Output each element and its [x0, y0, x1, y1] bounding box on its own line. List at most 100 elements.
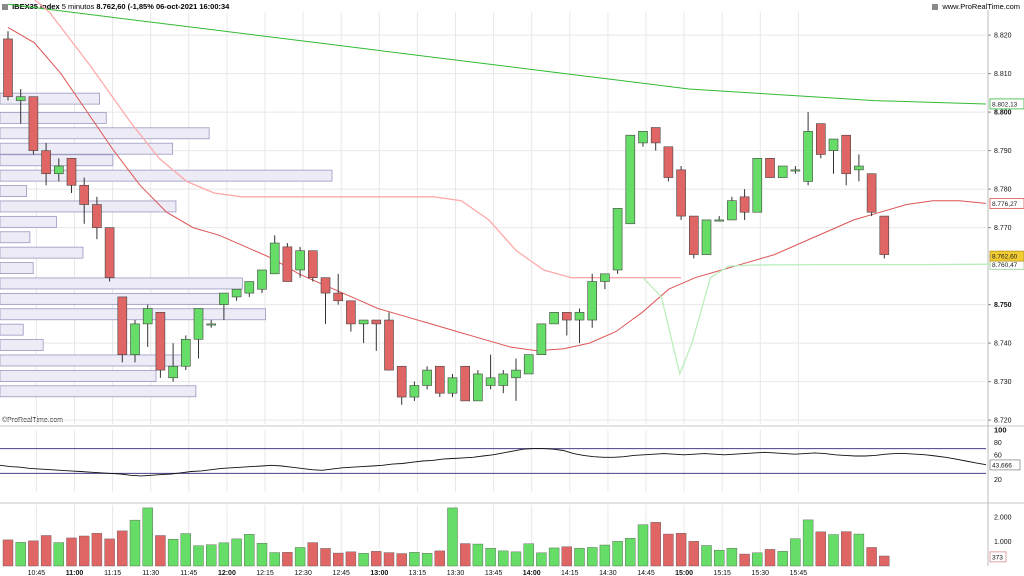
volume-bar	[142, 507, 153, 567]
candle-up[interactable]	[727, 200, 737, 221]
candle-down[interactable]	[117, 296, 128, 355]
candle-down[interactable]	[815, 123, 826, 155]
candle-up[interactable]	[574, 312, 585, 321]
candle-down[interactable]	[676, 169, 686, 217]
volume-bar	[282, 552, 293, 567]
candle-up[interactable]	[803, 131, 813, 182]
volume-bar	[180, 533, 192, 567]
volume-bar	[726, 547, 738, 567]
candle-up[interactable]	[777, 165, 788, 178]
candle-up[interactable]	[142, 308, 153, 325]
volume-bar	[40, 535, 52, 567]
candle-down[interactable]	[92, 204, 102, 228]
candle-up[interactable]	[790, 169, 801, 172]
oscillator-tick-label: 100	[994, 426, 1007, 435]
candle-up[interactable]	[587, 281, 598, 321]
candle-up[interactable]	[244, 281, 255, 294]
candle-down[interactable]	[28, 96, 39, 151]
candle-down[interactable]	[396, 365, 407, 398]
candle-up[interactable]	[409, 385, 420, 398]
candle-up[interactable]	[536, 323, 547, 355]
candle-up[interactable]	[625, 134, 636, 225]
candle-down[interactable]	[307, 250, 318, 278]
volume-bar	[421, 553, 433, 567]
volume-bar	[790, 538, 801, 567]
candle-down[interactable]	[41, 150, 51, 175]
volume-tick-label: 2.000	[994, 515, 1012, 522]
candle-up[interactable]	[511, 369, 521, 379]
candle-down[interactable]	[688, 215, 699, 255]
candle-up[interactable]	[295, 250, 305, 271]
candle-up[interactable]	[257, 269, 267, 290]
y-tick-label: 8.720	[994, 418, 1012, 425]
volume-bar	[663, 533, 674, 567]
y-tick-label: 8.730	[994, 379, 1012, 386]
candle-up[interactable]	[231, 288, 242, 298]
volume-bar	[117, 530, 128, 567]
candle-down[interactable]	[650, 127, 661, 144]
candle-down[interactable]	[79, 184, 89, 205]
volume-bar	[218, 542, 230, 567]
candle-up[interactable]	[358, 319, 369, 325]
candle-up[interactable]	[269, 242, 280, 275]
candle-up[interactable]	[168, 365, 178, 379]
candle-up[interactable]	[600, 273, 610, 282]
candle-up[interactable]	[422, 369, 432, 386]
candle-down[interactable]	[765, 158, 775, 178]
candle-up[interactable]	[206, 323, 216, 326]
candle-up[interactable]	[498, 373, 509, 386]
candle-up[interactable]	[714, 219, 725, 222]
candle-up[interactable]	[638, 131, 648, 144]
volume-bar	[155, 535, 166, 567]
volume-profile-bar	[0, 185, 27, 197]
candle-down[interactable]	[66, 158, 77, 186]
candle-down[interactable]	[561, 312, 572, 321]
candle-down[interactable]	[346, 300, 356, 325]
candle-down[interactable]	[663, 146, 674, 178]
candle-up[interactable]	[612, 208, 623, 271]
candle-up[interactable]	[752, 158, 763, 213]
candle-up[interactable]	[549, 312, 559, 325]
x-tick-label: 14:45	[637, 570, 655, 576]
candle-up[interactable]	[701, 219, 712, 255]
x-tick-label: 13:30	[447, 570, 465, 576]
candle-up[interactable]	[485, 377, 496, 386]
candle-up[interactable]	[473, 373, 483, 402]
candle-up[interactable]	[854, 165, 864, 171]
candle-down[interactable]	[371, 319, 382, 325]
candle-down[interactable]	[866, 173, 877, 213]
candle-down[interactable]	[841, 134, 852, 175]
candle-down[interactable]	[879, 215, 890, 255]
candle-up[interactable]	[447, 377, 458, 394]
volume-profile-bar	[0, 369, 157, 382]
candle-up[interactable]	[219, 292, 229, 305]
y-tick-label: 8.780	[994, 187, 1012, 194]
candle-up[interactable]	[53, 165, 64, 175]
site-link[interactable]: www.ProRealTime.com	[932, 2, 1020, 12]
volume-bar	[866, 547, 877, 567]
volume-bar	[472, 543, 484, 567]
candle-down[interactable]	[3, 38, 13, 98]
expand-icon[interactable]	[2, 4, 8, 11]
volume-bar	[625, 537, 636, 567]
y-tick-label: 8.790	[994, 148, 1012, 155]
candle-down[interactable]	[282, 246, 293, 282]
candle-up[interactable]	[828, 138, 839, 151]
candle-down[interactable]	[460, 365, 471, 402]
candle-down[interactable]	[155, 312, 166, 371]
candle-down[interactable]	[333, 292, 344, 302]
volume-profile-bar	[0, 292, 227, 305]
candle-down[interactable]	[434, 365, 445, 394]
candle-down[interactable]	[320, 277, 331, 294]
candle-up[interactable]	[523, 354, 534, 375]
candle-up[interactable]	[130, 323, 140, 355]
candle-down[interactable]	[384, 319, 394, 371]
candle-down[interactable]	[104, 227, 115, 278]
candle-up[interactable]	[15, 96, 26, 101]
candle-up[interactable]	[193, 308, 204, 340]
y-tick-label: 8.800	[994, 110, 1012, 117]
candle-down[interactable]	[739, 196, 750, 213]
oscillator-tick-label: 20	[994, 477, 1002, 484]
candle-up[interactable]	[181, 338, 191, 367]
